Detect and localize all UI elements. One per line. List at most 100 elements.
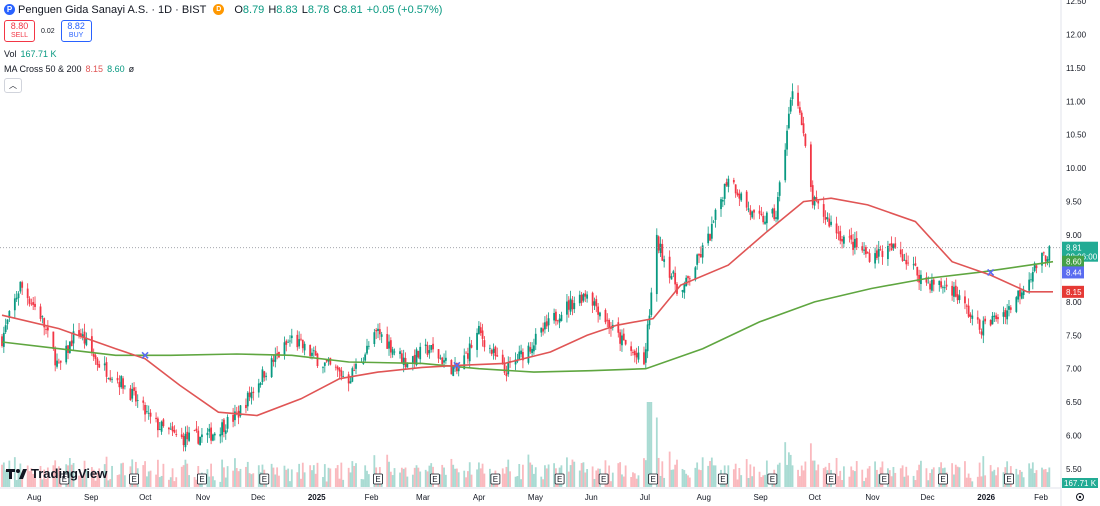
- volume-bar: [683, 470, 686, 487]
- chevron-up-icon[interactable]: ︿: [4, 78, 22, 93]
- tradingview-logo[interactable]: TradingView: [6, 466, 107, 481]
- earnings-marker[interactable]: E: [938, 473, 948, 485]
- buy-button[interactable]: 8.82 BUY: [60, 20, 92, 42]
- volume-bar: [912, 475, 915, 487]
- volume-bar: [34, 469, 36, 487]
- volume-bar: [668, 451, 671, 487]
- ma-legend[interactable]: MA Cross 50 & 200 8.15 8.60 ø: [4, 63, 442, 74]
- x-axis-ticks[interactable]: Aug Sep Oct Nov Dec 2025 Feb Mar Apr May Jun Jul Aug…: [27, 493, 1048, 502]
- candle-body: [881, 251, 884, 257]
- market-status-icon[interactable]: D: [213, 4, 225, 15]
- volume-bar: [116, 475, 119, 487]
- volume-legend[interactable]: Vol 167.71 K: [4, 48, 442, 59]
- candle-body: [298, 339, 301, 347]
- volume-bar: [246, 461, 249, 487]
- earnings-marker[interactable]: E: [429, 473, 440, 485]
- candle-body: [26, 288, 29, 299]
- candle-body: [540, 327, 543, 333]
- volume-bar: [1, 464, 3, 487]
- volume-bar: [290, 469, 293, 487]
- candle-body: [32, 302, 35, 305]
- volume-bar: [351, 461, 354, 487]
- candle-body: [865, 247, 867, 255]
- candle-body: [494, 346, 497, 357]
- candle-body: [316, 353, 319, 367]
- candle-body: [965, 305, 968, 307]
- candle-body: [296, 334, 299, 348]
- symbol-row: P Penguen Gida Sanayi A.S. · 1D · BIST D…: [4, 2, 442, 17]
- symbol-title[interactable]: Penguen Gida Sanayi A.S. · 1D · BIST: [18, 3, 207, 16]
- candle-body: [285, 340, 288, 345]
- earnings-marker[interactable]: E: [717, 473, 728, 485]
- sell-button[interactable]: 8.80 SELL: [4, 20, 35, 42]
- earnings-marker[interactable]: E: [879, 473, 890, 485]
- volume-bars: [1, 402, 1051, 487]
- earnings-marker[interactable]: E: [129, 473, 139, 485]
- volume-bar: [173, 481, 176, 487]
- volume-bar: [278, 475, 280, 487]
- volume-bar: [533, 473, 535, 487]
- earnings-marker-label: E: [557, 475, 562, 484]
- volume-bar: [360, 479, 363, 487]
- earnings-marker[interactable]: E: [648, 473, 659, 485]
- volume-bar: [905, 466, 908, 487]
- earnings-marker[interactable]: E: [767, 473, 778, 485]
- candle-body: [655, 234, 658, 295]
- volume-bar: [520, 479, 522, 487]
- candle-body: [219, 434, 222, 437]
- candle-body: [123, 385, 126, 387]
- volume-bar: [597, 468, 600, 487]
- earnings-marker[interactable]: E: [373, 473, 383, 485]
- volume-badge-value: 167.71 K: [1064, 479, 1097, 488]
- candle-body: [967, 305, 970, 317]
- candle-body: [789, 99, 792, 112]
- volume-bar: [971, 481, 974, 487]
- candle-body: [246, 392, 249, 407]
- candle-body: [643, 352, 645, 365]
- earnings-marker[interactable]: E: [490, 473, 501, 485]
- earnings-marker[interactable]: E: [197, 473, 207, 485]
- volume-bar: [580, 463, 583, 487]
- earnings-marker[interactable]: E: [59, 473, 70, 485]
- candle-body: [272, 359, 275, 362]
- earnings-marker[interactable]: E: [554, 473, 565, 485]
- volume-bar: [175, 477, 178, 487]
- candle-body: [411, 356, 414, 363]
- volume-bar: [1041, 467, 1043, 487]
- sell-label: SELL: [10, 32, 29, 39]
- candle-body: [925, 277, 928, 283]
- volume-bar: [736, 479, 739, 487]
- volume-bar: [399, 472, 401, 487]
- earnings-marker[interactable]: E: [1004, 473, 1014, 485]
- candle-body: [740, 193, 743, 201]
- candle-body: [300, 338, 302, 340]
- candle-body: [852, 241, 854, 250]
- candle-body: [899, 249, 902, 255]
- volume-bar: [57, 466, 60, 487]
- candle-body: [578, 294, 581, 304]
- candle-body: [720, 199, 722, 210]
- volume-bar: [655, 417, 658, 487]
- volume-bar: [208, 476, 211, 487]
- candle-body: [274, 354, 277, 362]
- y-axis-ticks[interactable]: 5.506.006.507.007.508.008.509.009.5010.0…: [1066, 0, 1087, 474]
- volume-bar: [516, 476, 519, 487]
- earnings-marker[interactable]: E: [598, 473, 609, 485]
- earnings-marker[interactable]: E: [259, 473, 270, 485]
- y-tick-label: 12.50: [1066, 0, 1087, 6]
- volume-bar: [534, 467, 537, 487]
- volume-bar: [527, 454, 530, 487]
- earnings-marker[interactable]: E: [826, 473, 836, 485]
- volume-bar: [760, 477, 763, 487]
- buy-label: BUY: [68, 32, 84, 39]
- volume-bar: [257, 465, 260, 487]
- candle-body: [340, 370, 343, 377]
- settings-gear-icon[interactable]: [1076, 493, 1084, 501]
- volume-bar: [501, 468, 504, 487]
- candle-body: [877, 248, 880, 257]
- x-tick-label: Jul: [640, 493, 650, 502]
- volume-bar: [610, 481, 612, 487]
- volume-bar: [168, 479, 170, 487]
